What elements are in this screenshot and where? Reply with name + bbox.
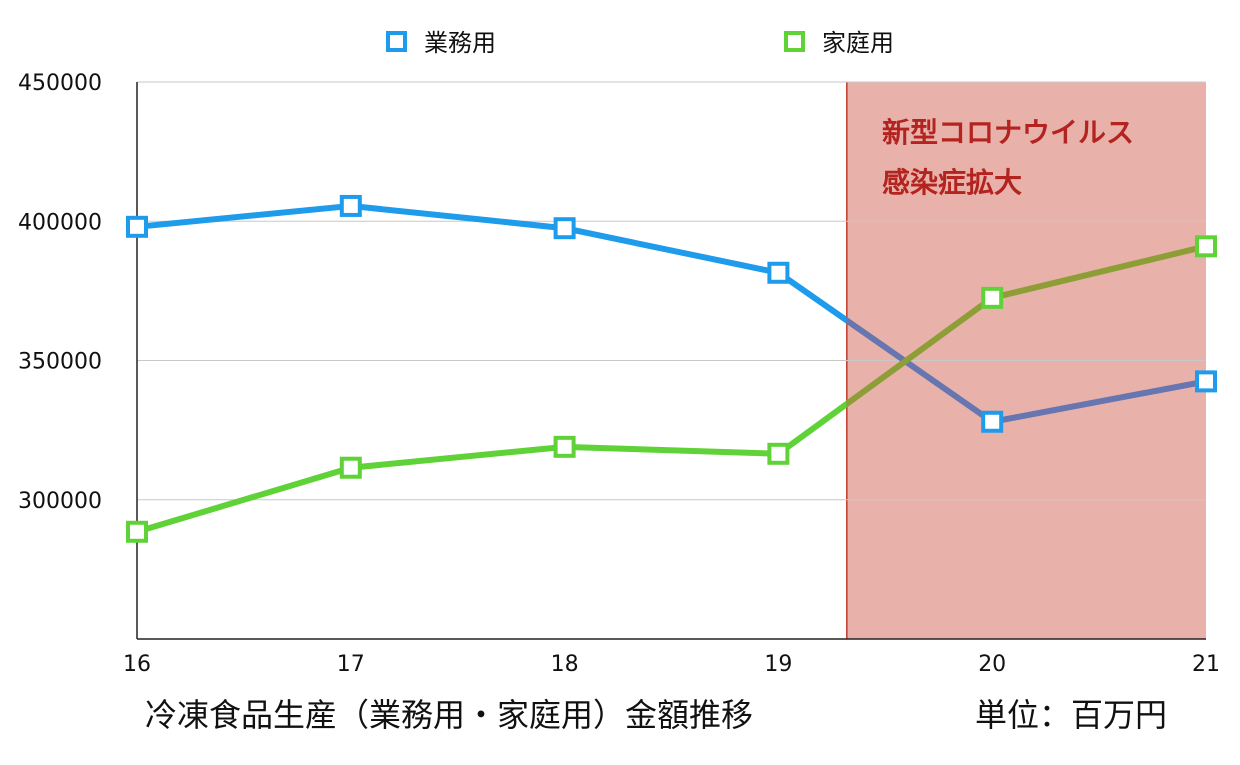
covid-annotation-line-1: 感染症拡大	[882, 166, 1022, 199]
series-0-point-2	[553, 217, 576, 240]
x-tick-label-1: 17	[337, 652, 365, 677]
series-1-point-4	[981, 286, 1004, 309]
series-0-point-4	[981, 410, 1004, 433]
series-1-point-5	[1195, 235, 1217, 258]
series-0-point-3	[767, 261, 790, 284]
x-tick-label-3: 19	[764, 652, 792, 677]
y-tick-label-1: 350000	[18, 350, 102, 375]
series-1-point-1	[339, 456, 362, 479]
series-line-1	[134, 400, 847, 535]
x-tick-label-5: 21	[1192, 652, 1220, 677]
legend-label-0: 業務用	[424, 29, 496, 57]
y-tick-label-3: 450000	[18, 71, 102, 96]
x-tick-label-0: 16	[123, 652, 151, 677]
series-line-overlap-1	[846, 243, 1209, 408]
series-line-0	[134, 202, 847, 325]
unit-label: 単位：百万円	[975, 696, 1167, 734]
series-0-point-1	[339, 194, 362, 217]
series-0-point-5	[1195, 370, 1217, 393]
series-1-point-2	[553, 435, 576, 458]
x-tick-label-4: 20	[978, 652, 1006, 677]
chart-caption: 冷凍食品生産（業務用・家庭用）金額推移	[145, 696, 753, 734]
legend-label-1: 家庭用	[822, 29, 894, 57]
series-line-overlap-0	[846, 316, 1209, 425]
legend-marker-0	[386, 31, 407, 52]
y-tick-label-2: 400000	[18, 210, 102, 235]
series-0-point-0	[126, 215, 148, 238]
series-1-point-3	[767, 442, 790, 465]
series-1-point-0	[126, 520, 148, 543]
x-tick-label-2: 18	[551, 652, 579, 677]
covid-annotation-line-0: 新型コロナウイルス	[882, 116, 1134, 149]
y-tick-label-0: 300000	[18, 489, 102, 514]
legend-marker-1	[784, 31, 805, 52]
